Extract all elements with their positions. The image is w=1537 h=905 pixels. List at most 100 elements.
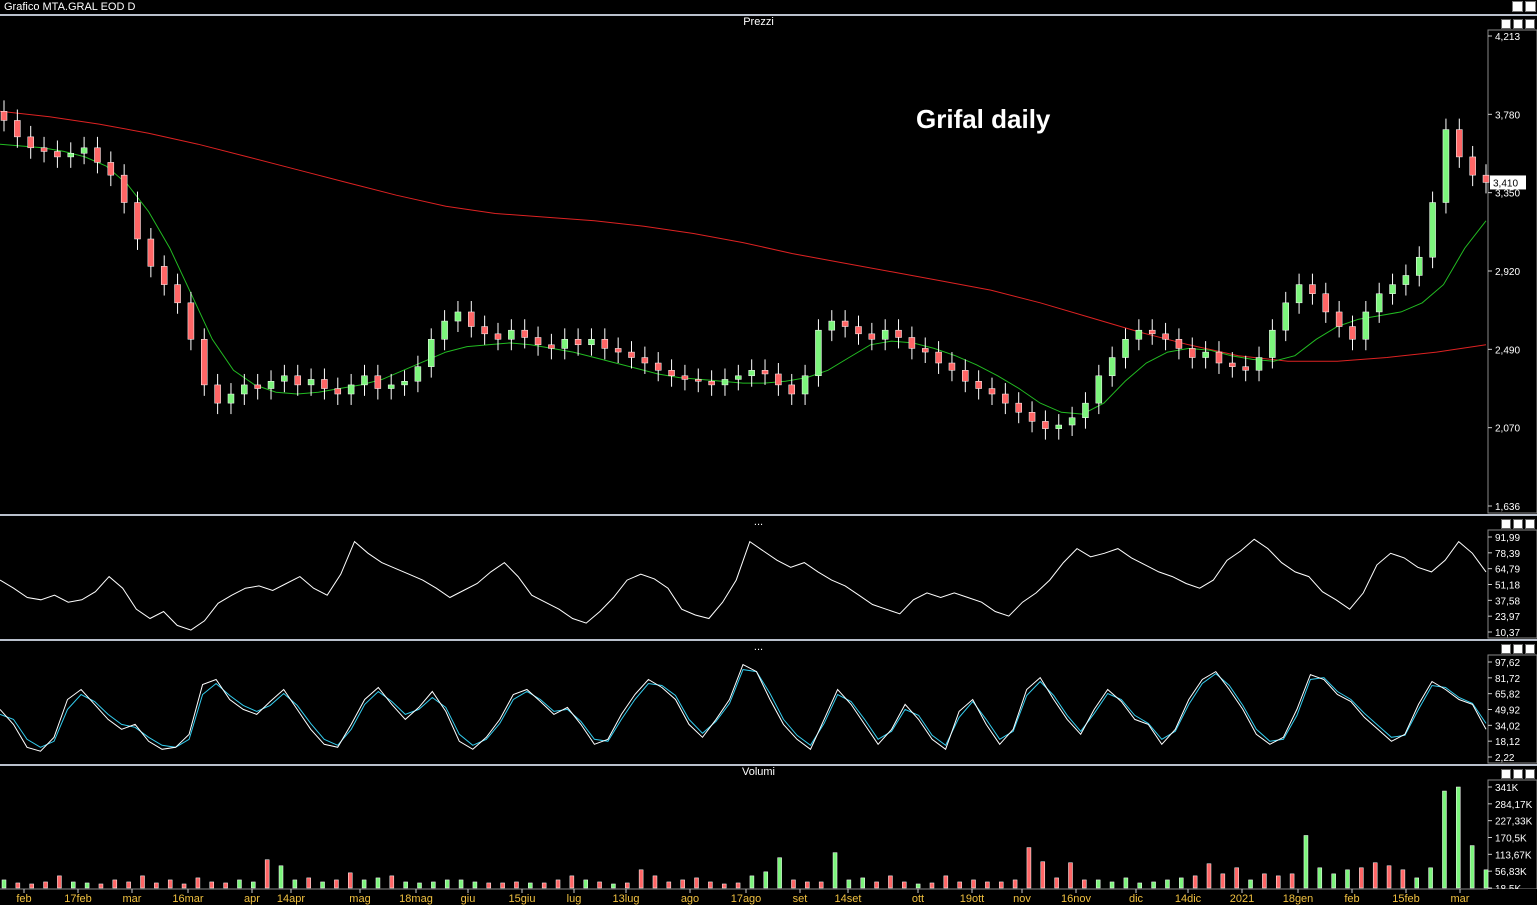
volume-bar: [708, 881, 713, 889]
volume-bar: [1040, 861, 1046, 889]
candle: [1242, 366, 1249, 371]
panel-restore-icon[interactable]: [1513, 769, 1523, 779]
volume-panel-label: Volumi: [741, 766, 776, 778]
candle: [494, 333, 502, 340]
restore-icon[interactable]: [1512, 1, 1523, 12]
volume-bar: [486, 882, 492, 889]
candle: [628, 351, 635, 358]
candle: [54, 151, 61, 158]
candle: [708, 381, 715, 386]
volume-bar: [985, 881, 990, 889]
candle: [1002, 393, 1009, 404]
panel-close-icon[interactable]: [1525, 769, 1535, 779]
volume-bar: [846, 879, 852, 889]
x-tick-label: nov: [1013, 893, 1031, 905]
y-tick-label: 78,39: [1495, 549, 1520, 560]
y-tick-label: 113,67K: [1495, 850, 1532, 861]
panel-restore-icon[interactable]: [1513, 644, 1523, 654]
candle: [40, 147, 48, 152]
candle: [147, 238, 155, 267]
candle: [1055, 424, 1063, 429]
volume-bar: [1082, 879, 1087, 889]
y-tick-label: 1,636: [1495, 502, 1520, 513]
candle: [735, 375, 742, 380]
y-tick-label: 91,99: [1495, 533, 1520, 544]
volume-bar: [500, 882, 505, 889]
price-panel-label: Prezzi: [743, 16, 774, 28]
candle: [254, 384, 261, 389]
candle: [775, 373, 782, 386]
candle: [14, 120, 21, 138]
volume-bar: [680, 879, 685, 889]
panel-minimize-icon[interactable]: [1501, 19, 1511, 29]
volume-bar: [1262, 873, 1267, 889]
panel-close-icon[interactable]: [1525, 19, 1535, 29]
candle: [614, 348, 622, 353]
candle: [1255, 357, 1263, 371]
panel-minimize-icon[interactable]: [1501, 519, 1511, 529]
candle: [1122, 339, 1129, 358]
candle: [681, 375, 689, 380]
candle: [134, 202, 141, 240]
volume-bar: [126, 881, 131, 889]
stoch-d-line: [0, 669, 1487, 748]
panel-minimize-icon[interactable]: [1501, 769, 1511, 779]
candle: [975, 381, 982, 389]
volume-bar: [1109, 881, 1115, 889]
volume-bar: [943, 875, 949, 889]
panel-close-icon[interactable]: [1525, 519, 1535, 529]
x-tick-label: mar: [1451, 893, 1470, 905]
last-price-marker: [1490, 175, 1526, 190]
volume-bar: [1179, 877, 1184, 889]
volume-bar: [29, 883, 34, 889]
panel-close-icon[interactable]: [1525, 644, 1535, 654]
volume-bar: [791, 879, 796, 889]
candle: [828, 320, 836, 331]
candle: [561, 339, 569, 349]
stoch-k-line: [0, 663, 1487, 752]
last-price-label: 3,410: [1493, 178, 1518, 189]
y-tick-label: 3,350: [1495, 189, 1520, 200]
candle: [1322, 293, 1330, 313]
stochastic-panel: 97,62 81,72 65,82 49,92 34,02 18,12 2,22: [0, 654, 1537, 764]
volume-bar: [805, 881, 810, 889]
volume-panel-header: Volumi: [0, 764, 1537, 779]
x-tick-label: ago: [681, 893, 699, 905]
volume-bar: [1428, 867, 1433, 889]
candle: [895, 329, 902, 338]
x-tick-label: mag: [349, 893, 370, 905]
volume-bar: [528, 882, 533, 889]
panel-restore-icon[interactable]: [1513, 519, 1523, 529]
volume-bar: [306, 877, 311, 889]
candle: [241, 384, 248, 395]
volume-bar: [348, 872, 353, 889]
price-panel-header: Prezzi: [0, 14, 1537, 29]
candle: [1189, 348, 1196, 358]
price-scale: [1487, 529, 1537, 639]
y-tick-label: 81,72: [1495, 674, 1520, 685]
panel-restore-icon[interactable]: [1513, 19, 1523, 29]
candle: [94, 147, 101, 163]
candle: [427, 339, 435, 367]
candle: [921, 348, 929, 353]
chart-title: Grifal daily: [916, 104, 1051, 134]
candle: [214, 384, 221, 404]
rsi-panel: 91,99 78,39 64,79 51,18 37,58 23,97 10,37: [0, 529, 1537, 639]
candle: [334, 388, 342, 395]
panel-minimize-icon[interactable]: [1501, 644, 1511, 654]
volume-bar: [971, 879, 976, 889]
candle: [1402, 275, 1410, 285]
y-tick-label: 4,213: [1495, 32, 1520, 43]
candle: [414, 366, 422, 382]
volume-bar: [71, 881, 76, 889]
y-tick-label: 3,780: [1495, 110, 1520, 121]
volume-bar: [458, 879, 464, 889]
volume-bar: [1123, 877, 1129, 889]
y-tick-label: 34,02: [1495, 721, 1520, 732]
close-icon[interactable]: [1525, 1, 1536, 12]
candle: [187, 302, 195, 340]
stoch-panel-label: ...: [753, 641, 764, 653]
candle: [788, 384, 795, 395]
candle: [668, 370, 675, 377]
